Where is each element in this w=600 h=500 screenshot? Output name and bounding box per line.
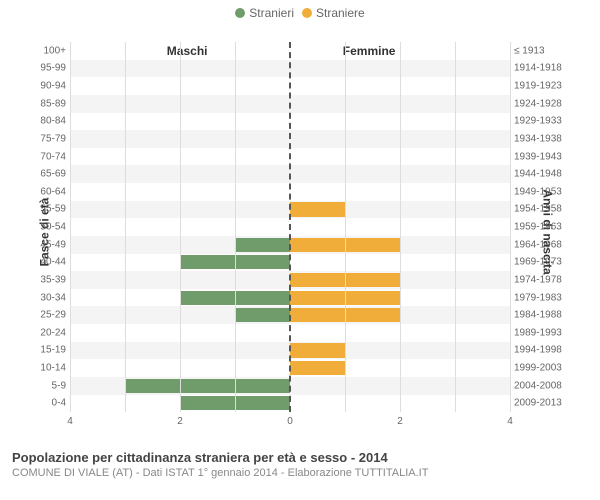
footer-subtitle: COMUNE DI VIALE (AT) - Dati ISTAT 1° gen… xyxy=(12,467,588,479)
bar-male xyxy=(180,255,290,269)
bar-female xyxy=(290,291,400,305)
chart-row: 65-691944-1948 xyxy=(70,165,510,183)
x-tick: 2 xyxy=(177,416,183,427)
chart-row: 10-141999-2003 xyxy=(70,359,510,377)
age-tick: 70-74 xyxy=(30,151,66,162)
footer-title: Popolazione per cittadinanza straniera p… xyxy=(12,450,588,465)
age-tick: 15-19 xyxy=(30,345,66,356)
age-tick: 80-84 xyxy=(30,116,66,127)
birth-year-tick: 1989-1993 xyxy=(514,327,576,338)
chart-row: 50-541959-1963 xyxy=(70,218,510,236)
chart-row: 85-891924-1928 xyxy=(70,95,510,113)
birth-year-tick: 2009-2013 xyxy=(514,398,576,409)
chart-row: 55-591954-1958 xyxy=(70,201,510,219)
birth-year-tick: 1954-1958 xyxy=(514,204,576,215)
birth-year-tick: 1934-1938 xyxy=(514,133,576,144)
age-tick: 100+ xyxy=(30,45,66,56)
chart-row: 15-191994-1998 xyxy=(70,342,510,360)
birth-year-tick: 1914-1918 xyxy=(514,63,576,74)
bar-male xyxy=(235,308,290,322)
chart-footer: Popolazione per cittadinanza straniera p… xyxy=(0,442,600,479)
age-tick: 55-59 xyxy=(30,204,66,215)
birth-year-tick: 2004-2008 xyxy=(514,380,576,391)
birth-year-tick: 1929-1933 xyxy=(514,116,576,127)
legend-female: Straniere xyxy=(302,6,365,20)
age-tick: 85-89 xyxy=(30,98,66,109)
birth-year-tick: 1939-1943 xyxy=(514,151,576,162)
bar-male xyxy=(180,396,290,410)
age-tick: 95-99 xyxy=(30,63,66,74)
age-tick: 0-4 xyxy=(30,398,66,409)
age-tick: 5-9 xyxy=(30,380,66,391)
age-tick: 10-14 xyxy=(30,363,66,374)
chart-row: 90-941919-1923 xyxy=(70,77,510,95)
grid-line xyxy=(510,42,511,412)
chart-row: 95-991914-1918 xyxy=(70,60,510,78)
birth-year-tick: 1924-1928 xyxy=(514,98,576,109)
birth-year-tick: 1979-1983 xyxy=(514,292,576,303)
legend-male: Stranieri xyxy=(235,6,294,20)
bar-male xyxy=(180,291,290,305)
x-tick: 2 xyxy=(397,416,403,427)
chart-row: 5-92004-2008 xyxy=(70,377,510,395)
x-tick: 0 xyxy=(287,416,293,427)
age-tick: 40-44 xyxy=(30,257,66,268)
chart-row: 45-491964-1968 xyxy=(70,236,510,254)
chart-row: 60-641949-1953 xyxy=(70,183,510,201)
age-tick: 25-29 xyxy=(30,310,66,321)
birth-year-tick: 1959-1963 xyxy=(514,222,576,233)
plot-area: Maschi Femmine 100+≤ 191395-991914-19189… xyxy=(70,42,510,412)
bar-female xyxy=(290,238,400,252)
bar-female xyxy=(290,343,345,357)
chart-row: 0-42009-2013 xyxy=(70,395,510,413)
legend-male-label: Stranieri xyxy=(249,6,294,20)
x-axis-ticks: 4 2 0 2 4 xyxy=(70,416,510,432)
age-tick: 65-69 xyxy=(30,169,66,180)
birth-year-tick: ≤ 1913 xyxy=(514,45,576,56)
chart-legend: Stranieri Straniere xyxy=(0,0,600,22)
birth-year-tick: 1999-2003 xyxy=(514,363,576,374)
chart-row: 70-741939-1943 xyxy=(70,148,510,166)
chart-row: 75-791934-1938 xyxy=(70,130,510,148)
birth-year-tick: 1969-1973 xyxy=(514,257,576,268)
age-tick: 30-34 xyxy=(30,292,66,303)
age-tick: 75-79 xyxy=(30,133,66,144)
age-tick: 90-94 xyxy=(30,81,66,92)
birth-year-tick: 1949-1953 xyxy=(514,186,576,197)
chart-rows: 100+≤ 191395-991914-191890-941919-192385… xyxy=(70,42,510,412)
chart-row: 40-441969-1973 xyxy=(70,254,510,272)
legend-female-label: Straniere xyxy=(316,6,365,20)
x-tick: 4 xyxy=(507,416,513,427)
birth-year-tick: 1994-1998 xyxy=(514,345,576,356)
birth-year-tick: 1964-1968 xyxy=(514,239,576,250)
bar-female xyxy=(290,308,400,322)
bar-female xyxy=(290,202,345,216)
age-tick: 50-54 xyxy=(30,222,66,233)
age-tick: 60-64 xyxy=(30,186,66,197)
chart-row: 35-391974-1978 xyxy=(70,271,510,289)
age-tick: 35-39 xyxy=(30,274,66,285)
bar-male xyxy=(125,379,290,393)
chart-row: 30-341979-1983 xyxy=(70,289,510,307)
chart-row: 20-241989-1993 xyxy=(70,324,510,342)
bar-female xyxy=(290,361,345,375)
birth-year-tick: 1944-1948 xyxy=(514,169,576,180)
birth-year-tick: 1919-1923 xyxy=(514,81,576,92)
birth-year-tick: 1984-1988 xyxy=(514,310,576,321)
bar-male xyxy=(235,238,290,252)
chart-row: 80-841929-1933 xyxy=(70,113,510,131)
chart: Fasce di età Anni di nascita Maschi Femm… xyxy=(0,22,600,442)
age-tick: 20-24 xyxy=(30,327,66,338)
age-tick: 45-49 xyxy=(30,239,66,250)
x-tick: 4 xyxy=(67,416,73,427)
birth-year-tick: 1974-1978 xyxy=(514,274,576,285)
chart-row: 25-291984-1988 xyxy=(70,306,510,324)
chart-row: 100+≤ 1913 xyxy=(70,42,510,60)
bar-female xyxy=(290,273,400,287)
legend-female-swatch xyxy=(302,8,312,18)
legend-male-swatch xyxy=(235,8,245,18)
